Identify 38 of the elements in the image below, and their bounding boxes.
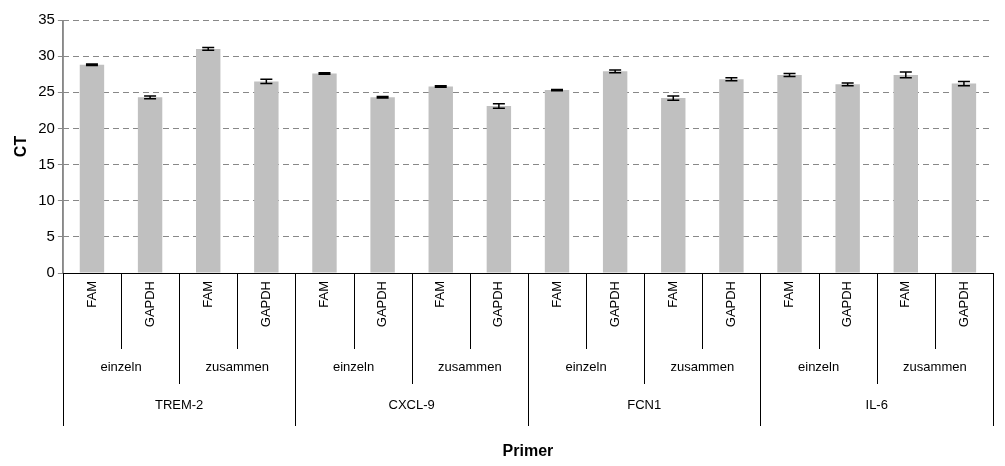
y-tick-label: 15	[38, 154, 55, 172]
y-tick-label: 30	[38, 46, 55, 64]
x-tick-label: GAPDH	[374, 281, 390, 328]
x-tick-label: FAM	[316, 281, 332, 308]
x-tick-label: GAPDH	[257, 281, 273, 328]
x-tick-label: FAM	[781, 281, 797, 308]
text: einzeln	[565, 358, 607, 374]
text: FCN1	[627, 396, 662, 412]
x-tick-label: FAM	[83, 281, 99, 308]
text: zusammen	[438, 358, 502, 374]
x-tick-label: GAPDH	[722, 281, 738, 328]
text: CXCL-9	[388, 396, 435, 412]
text: Primer	[502, 442, 554, 460]
y-tick-label: 5	[46, 227, 55, 244]
x-tick-label: FAM	[199, 281, 215, 308]
text: einzeln	[798, 358, 840, 374]
x-tick-label: GAPDH	[490, 281, 506, 328]
y-tick-label: 20	[38, 118, 55, 136]
x-tick-label: FAM	[897, 281, 913, 308]
y-tick-label: 35	[38, 10, 55, 28]
x-tick-label: GAPDH	[141, 281, 157, 328]
x-tick-label: GAPDH	[606, 281, 622, 328]
text: zusammen	[205, 358, 270, 374]
text: zusammen	[903, 358, 967, 374]
y-tick-label: 25	[38, 82, 55, 100]
x-tick-label: GAPDH	[839, 281, 855, 328]
x-tick-label: FAM	[432, 281, 448, 308]
x-tick-label: FAM	[664, 281, 680, 308]
text: zusammen	[670, 358, 735, 374]
y-axis-title: CT	[12, 135, 30, 158]
text: IL-6	[865, 396, 888, 412]
x-tick-label: FAM	[548, 281, 564, 308]
text: einzeln	[332, 358, 375, 374]
y-tick-label: 10	[38, 190, 55, 208]
text: TREM-2	[154, 396, 204, 412]
text: einzeln	[100, 358, 142, 374]
x-tick-label: GAPDH	[955, 281, 971, 328]
y-tick-label: 0	[46, 263, 55, 281]
